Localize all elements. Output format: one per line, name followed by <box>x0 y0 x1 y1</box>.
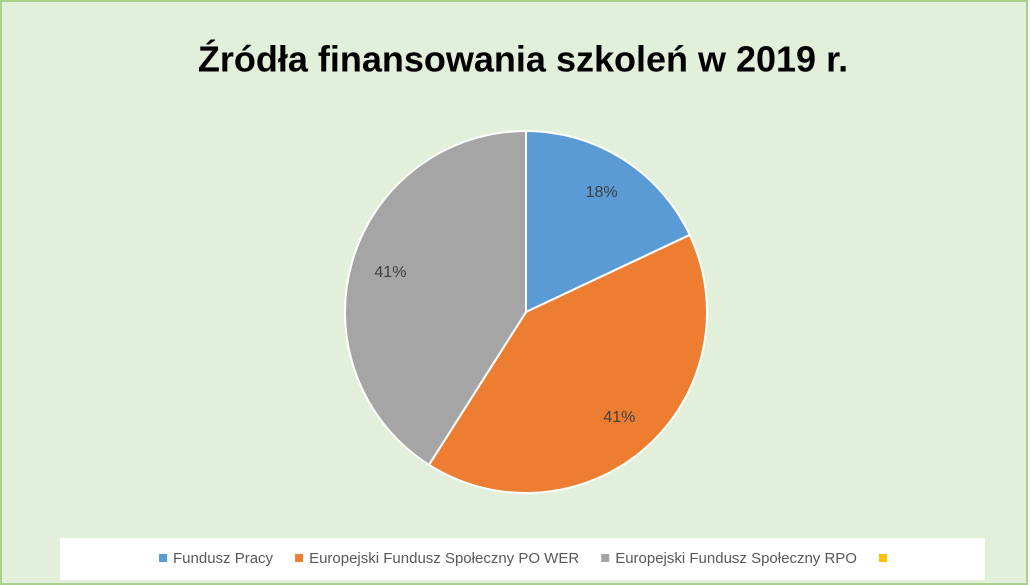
legend-label: Europejski Fundusz Społeczny PO WER <box>309 550 579 567</box>
data-label: 18% <box>586 184 618 201</box>
legend-label: Europejski Fundusz Społeczny RPO <box>615 550 857 567</box>
legend-swatch <box>601 554 610 562</box>
pie-slice <box>427 233 708 494</box>
data-label: 41% <box>374 264 406 281</box>
legend-label: Fundusz Pracy <box>173 550 274 567</box>
legend-background <box>60 538 985 580</box>
legend-swatch <box>295 554 304 562</box>
pie-slice <box>344 129 527 467</box>
legend-swatch <box>878 554 887 562</box>
data-label: 41% <box>603 409 635 426</box>
chart-title: Źródła finansowania szkoleń w 2019 r. <box>198 39 848 80</box>
legend-swatch <box>159 554 168 562</box>
pie-slice <box>525 129 692 314</box>
